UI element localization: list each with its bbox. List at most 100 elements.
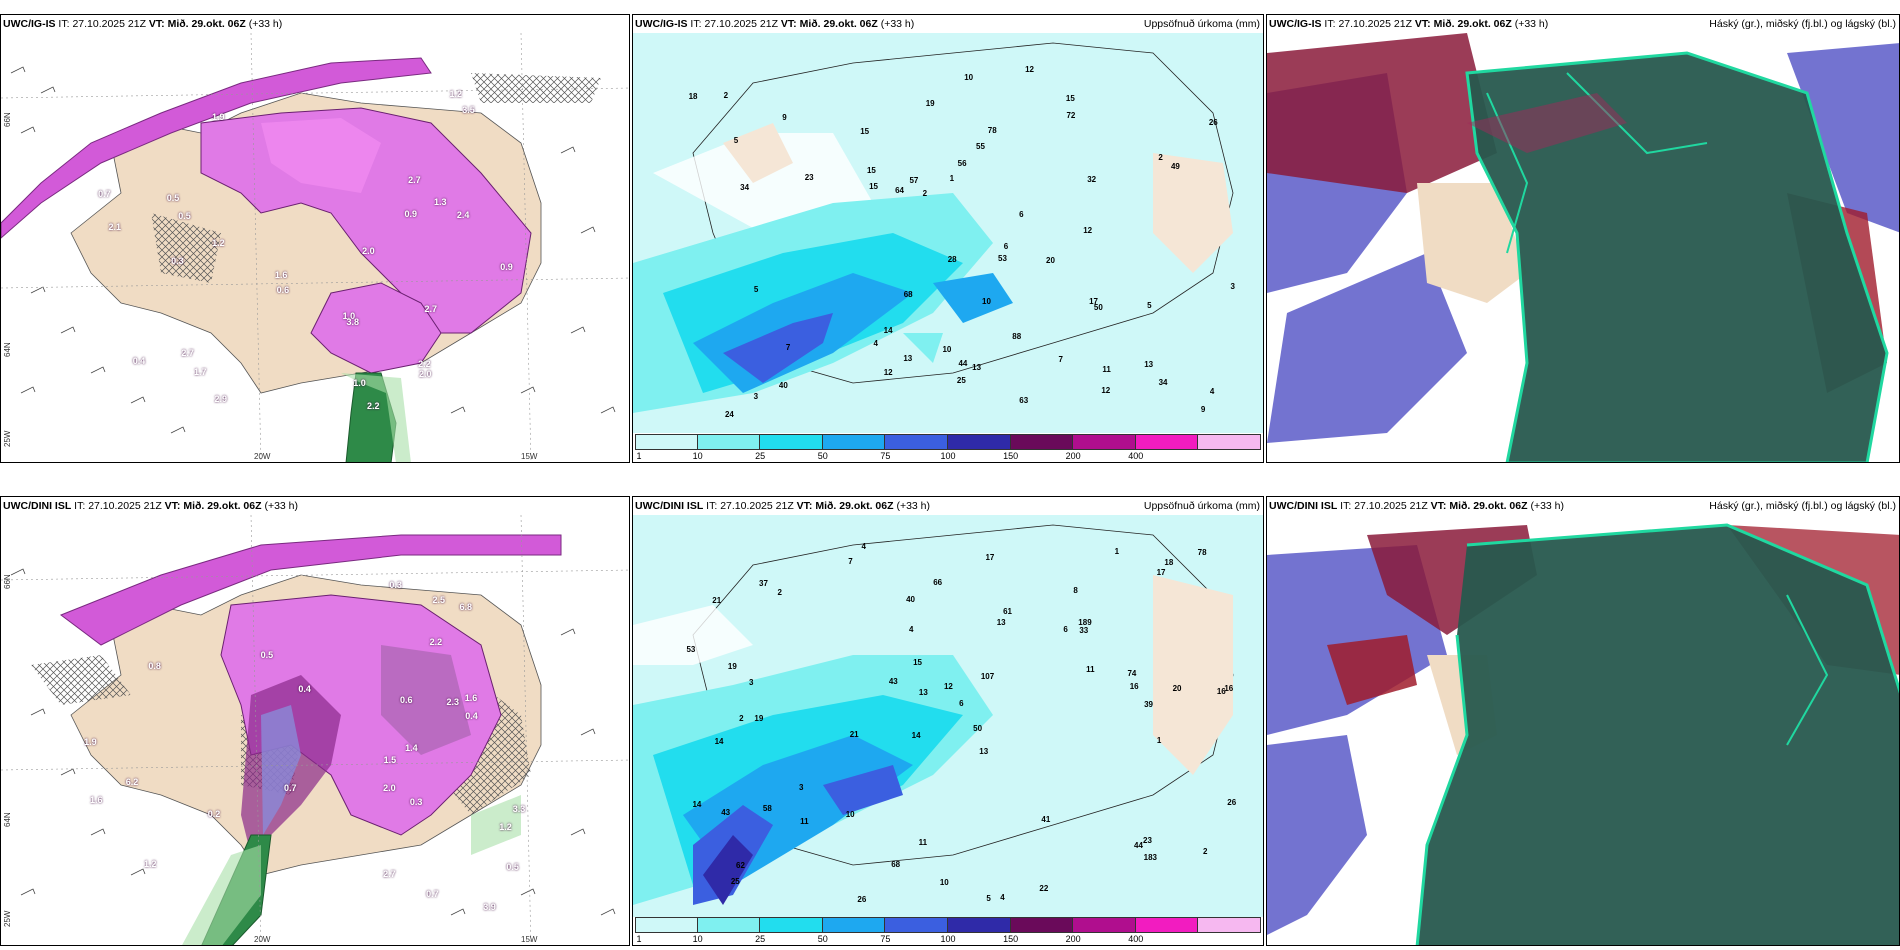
precip-value: 66 xyxy=(933,577,943,587)
cloud-map-bottom xyxy=(1267,515,1899,945)
precip-value: 13 xyxy=(996,618,1006,628)
precip-value: 13 xyxy=(918,687,928,697)
precip-value: 34 xyxy=(740,182,750,192)
colorbar-swatch xyxy=(948,434,1011,450)
precip-value: 6 xyxy=(1063,624,1068,634)
precip-value: 2 xyxy=(1202,847,1208,857)
ptype-value: 2.3 xyxy=(446,696,460,707)
precip-value: 78 xyxy=(1197,547,1207,557)
it-label: IT: xyxy=(1324,18,1336,30)
colorbar-label: 10 xyxy=(692,934,703,944)
vt-value: Mið. 29.okt. 06Z xyxy=(183,500,262,512)
lead-time: (+33 h) xyxy=(264,500,299,512)
precip-value: 37 xyxy=(759,578,768,588)
ptype-value: 1.6 xyxy=(90,794,103,805)
ptype-value: 0.3 xyxy=(389,579,402,590)
ptype-value: 0.6 xyxy=(399,694,413,705)
precip-value: 40 xyxy=(906,594,915,604)
lon-25w: 25W xyxy=(3,430,12,447)
colorbar-label: 400 xyxy=(1128,451,1144,461)
ptype-value: 1.5 xyxy=(383,755,397,766)
precip-value: 1 xyxy=(1114,547,1120,557)
vt-label: VT: xyxy=(1430,500,1447,512)
precip-value: 26 xyxy=(857,894,867,904)
ptype-value: 0.7 xyxy=(284,782,297,793)
vt-label: VT: xyxy=(780,18,797,30)
it-value: 27.10.2025 21Z xyxy=(704,18,778,30)
ptype-value: 0.9 xyxy=(500,261,513,272)
colorbar-label: 50 xyxy=(817,451,828,461)
ptype-value: 1.3 xyxy=(434,196,447,207)
colorbar-swatch xyxy=(822,917,886,933)
ptype-value: 1.4 xyxy=(405,742,418,753)
model-name: UWC/DINI ISL xyxy=(635,500,704,512)
precip-value: 18 xyxy=(1164,557,1174,567)
precip-value: 39 xyxy=(1144,700,1153,710)
vt-label: VT: xyxy=(1414,18,1431,30)
ptype-value: 0.5 xyxy=(506,862,519,873)
model-name: UWC/IG-IS xyxy=(3,18,56,30)
it-label: IT: xyxy=(706,500,718,512)
ptype-value: 0.5 xyxy=(178,211,191,222)
ptype-value: 0.4 xyxy=(132,355,146,366)
ptype-value: 0.3 xyxy=(409,797,423,808)
colorbar-swatch xyxy=(822,434,886,450)
colorbar-label: 200 xyxy=(1065,934,1081,944)
vt-value: Mið. 29.okt. 06Z xyxy=(167,18,246,30)
ptype-value: 2.7 xyxy=(181,348,194,359)
ptype-value: 3.5 xyxy=(462,105,475,116)
precip-value: 13 xyxy=(979,746,989,756)
precip-value: 32 xyxy=(1087,175,1097,185)
precip-value: 88 xyxy=(1012,332,1022,342)
ptype-value: 0.2 xyxy=(207,808,221,819)
precip-value: 41 xyxy=(1041,815,1051,825)
ptype-value: 1.2 xyxy=(499,821,512,832)
colorbar-label: 150 xyxy=(1003,934,1019,944)
it-value: 27.10.2025 21Z xyxy=(88,500,162,512)
precip-value: 19 xyxy=(727,661,737,671)
colorbar-swatch xyxy=(885,917,948,933)
precip-value: 21 xyxy=(849,730,859,740)
precip-value: 17 xyxy=(1156,568,1166,578)
colorbar-label: 50 xyxy=(817,934,828,944)
ptype-value: 3.9 xyxy=(483,902,496,913)
precip-value: 72 xyxy=(1066,110,1076,120)
precip-value: 50 xyxy=(973,724,983,734)
precip-value: 1 xyxy=(1156,735,1162,745)
ptype-value: 0.7 xyxy=(98,188,111,199)
colorbar-label: 1 xyxy=(636,451,642,461)
lat-64n: 64N xyxy=(3,812,12,827)
precip-value: 16 xyxy=(1224,683,1234,693)
precip-value: 4 xyxy=(908,625,914,635)
precip-value: 4 xyxy=(1209,386,1215,396)
precip-value: 4 xyxy=(1000,892,1005,902)
precip-value: 14 xyxy=(692,799,702,809)
ptype-value: 0.3 xyxy=(171,255,184,266)
colorbar-swatch xyxy=(1135,917,1199,933)
precip-value: 23 xyxy=(1143,836,1152,846)
precip-value: 5 xyxy=(733,136,739,146)
precip-value: 10 xyxy=(942,344,952,354)
precip-value: 12 xyxy=(1025,65,1034,75)
precip-value: 10 xyxy=(939,878,949,888)
lead-time: (+33 h) xyxy=(880,18,915,30)
precip-value: 19 xyxy=(754,713,764,723)
panel-header: UWC/IG-IS IT: 27.10.2025 21Z VT: Mið. 29… xyxy=(1269,18,1548,30)
cloud-map-panel-top: UWC/IG-IS IT: 27.10.2025 21Z VT: Mið. 29… xyxy=(1266,14,1900,463)
precip-value: 68 xyxy=(903,289,913,299)
ptype-value: 1.2 xyxy=(144,859,157,870)
lon-15w: 15W xyxy=(521,935,538,944)
colorbar-label: 1 xyxy=(636,934,642,944)
precip-value: 15 xyxy=(860,127,870,137)
model-name: UWC/IG-IS xyxy=(1269,18,1322,30)
ptype-value: 2.9 xyxy=(214,394,228,405)
cloud-map-top xyxy=(1267,33,1899,462)
ptype-value: 0.5 xyxy=(166,192,180,203)
precip-map-panel-bottom: UWC/DINI ISL IT: 27.10.2025 21Z VT: Mið.… xyxy=(632,496,1264,946)
colorbar-swatch xyxy=(760,917,823,933)
it-value: 27.10.2025 21Z xyxy=(72,18,146,30)
ptype-value: 2.2 xyxy=(418,358,431,369)
colorbar-swatch xyxy=(1135,434,1199,450)
precip-value: 78 xyxy=(987,125,997,135)
ptype-value: 0.8 xyxy=(148,660,161,671)
